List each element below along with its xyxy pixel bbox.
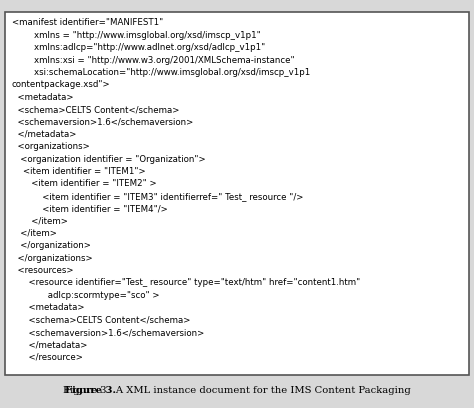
Text: <schemaversion>1.6</schemaversion>: <schemaversion>1.6</schemaversion> [12,118,193,126]
Text: <organizations>: <organizations> [12,142,90,151]
Text: </metadata>: </metadata> [12,340,87,349]
Text: <metadata>: <metadata> [12,303,84,312]
Text: <metadata>: <metadata> [12,93,73,102]
Text: <schemaversion>1.6</schemaversion>: <schemaversion>1.6</schemaversion> [12,328,204,337]
Text: </item>: </item> [12,217,68,226]
Text: xsi:schemaLocation="http://www.imsglobal.org/xsd/imscp_v1p1: xsi:schemaLocation="http://www.imsglobal… [12,68,310,77]
Text: <item identifier = "ITEM4"/>: <item identifier = "ITEM4"/> [12,204,168,213]
Text: </organization>: </organization> [12,241,91,250]
Text: xmlns:adlcp="http://www.adlnet.org/xsd/adlcp_v1p1": xmlns:adlcp="http://www.adlnet.org/xsd/a… [12,43,265,52]
Text: </organizations>: </organizations> [12,254,92,263]
Text: <item identifier = "ITEM1">: <item identifier = "ITEM1"> [12,167,146,176]
Text: Figure 3.: Figure 3. [65,386,117,395]
Text: xmlns = "http://www.imsglobal.org/xsd/imscp_v1p1": xmlns = "http://www.imsglobal.org/xsd/im… [12,31,261,40]
Text: </item>: </item> [12,229,57,238]
Text: <organization identifier = "Organization">: <organization identifier = "Organization… [12,155,205,164]
Text: <resource identifier="Test_ resource" type="text/htm" href="content1.htm": <resource identifier="Test_ resource" ty… [12,279,360,288]
Text: contentpackage.xsd">: contentpackage.xsd"> [12,80,110,89]
Text: adlcp:scormtype="sco" >: adlcp:scormtype="sco" > [12,291,159,300]
Text: <resources>: <resources> [12,266,73,275]
Text: xmlns:xsi = "http://www.w3.org/2001/XMLSchema-instance": xmlns:xsi = "http://www.w3.org/2001/XMLS… [12,55,294,64]
Text: </resource>: </resource> [12,353,83,362]
Text: Figure 3.  A XML instance document for the IMS Content Packaging: Figure 3. A XML instance document for th… [63,386,411,395]
Text: <manifest identifier="MANIFEST1": <manifest identifier="MANIFEST1" [12,18,163,27]
Text: <schema>CELTS Content</schema>: <schema>CELTS Content</schema> [12,105,179,114]
FancyBboxPatch shape [5,12,469,375]
Text: <schema>CELTS Content</schema>: <schema>CELTS Content</schema> [12,316,190,325]
Text: </metadata>: </metadata> [12,130,76,139]
Text: <item identifier = "ITEM2" >: <item identifier = "ITEM2" > [12,180,156,188]
Text: <item identifier = "ITEM3" identifierref=" Test_ resource "/>: <item identifier = "ITEM3" identifierref… [12,192,303,201]
